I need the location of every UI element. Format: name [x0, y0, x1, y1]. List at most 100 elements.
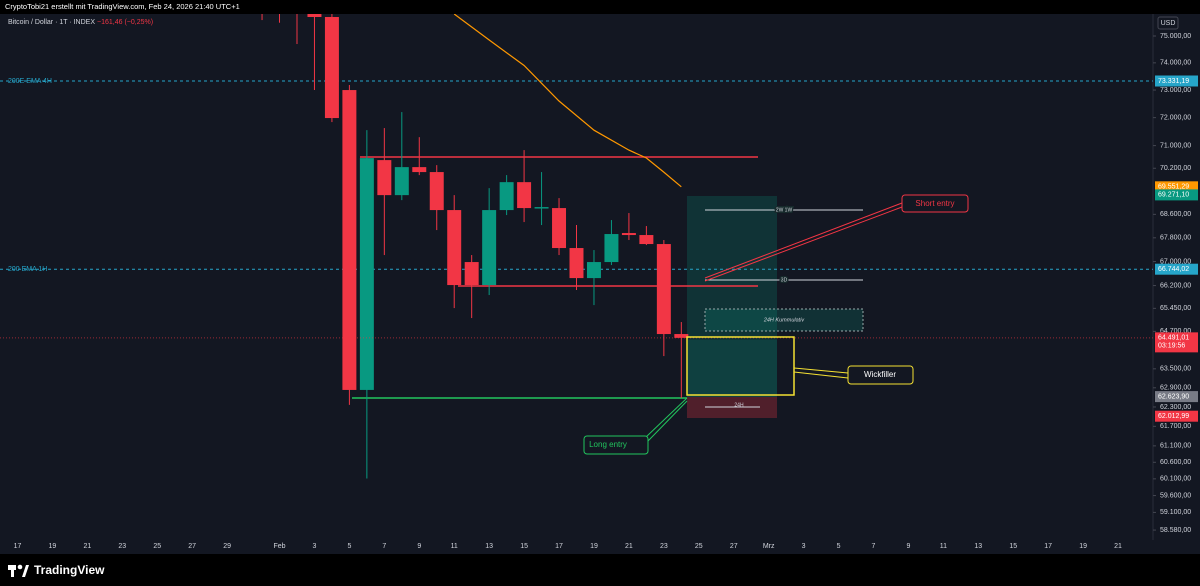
candle-body	[377, 160, 392, 196]
price-value: 69.551,29	[1158, 184, 1189, 191]
y-tick-label: 61.100,00	[1160, 443, 1191, 450]
candle-body	[324, 17, 339, 119]
candle-body	[464, 262, 479, 286]
callout-line	[704, 206, 903, 282]
hline-name: 200 EMA 1H	[8, 266, 47, 273]
kumm-box	[704, 308, 864, 332]
x-tick-label: 11	[940, 543, 947, 550]
x-tick-label: 19	[49, 543, 57, 550]
candle-body	[586, 262, 601, 279]
x-tick-label: 17	[14, 543, 22, 550]
x-tick-label: 15	[1009, 543, 1017, 550]
candle-body	[517, 182, 532, 209]
x-tick-label: 19	[590, 543, 598, 550]
x-tick-label: 11	[451, 543, 458, 550]
y-tick-label: 59.600,00	[1160, 492, 1191, 499]
price-badge	[1155, 391, 1198, 403]
y-tick-label: 64.700,00	[1160, 328, 1191, 335]
y-tick-label: 71.000,00	[1160, 142, 1191, 149]
target-zone	[687, 340, 777, 397]
y-tick-label: 65.450,00	[1160, 305, 1191, 312]
x-tick-label: 27	[730, 543, 738, 550]
x-tick-label: 3	[802, 543, 806, 550]
price-value: 64.491,01	[1158, 335, 1189, 342]
x-tick-label: 17	[555, 543, 563, 550]
hline-value: 73.331,19	[1158, 78, 1189, 85]
hline-value: 66.744,02	[1158, 266, 1189, 273]
level-label: 24H	[734, 402, 744, 408]
candle-body	[569, 248, 584, 279]
price-value: 69.271,10	[1158, 192, 1189, 199]
candle-body	[412, 167, 427, 173]
y-tick-label: 74.000,00	[1160, 60, 1191, 67]
x-tick-label: 15	[520, 543, 528, 550]
currency[interactable]: USD	[1161, 20, 1176, 27]
x-tick-label: 7	[872, 543, 876, 550]
y-tick-label: 66.200,00	[1160, 282, 1191, 289]
price-badge	[1155, 181, 1198, 193]
wick-box	[686, 336, 795, 396]
callout-box	[901, 194, 969, 213]
price-badge	[1155, 410, 1198, 422]
candle-body	[359, 158, 374, 390]
candle-body	[447, 210, 462, 286]
candle-body	[621, 233, 636, 236]
x-tick-label: 21	[625, 543, 633, 550]
level-label: 3D	[781, 277, 788, 283]
logo-part	[17, 564, 23, 570]
x-tick-label: 13	[485, 543, 493, 550]
candle-body	[482, 210, 497, 286]
candle-body	[307, 14, 322, 18]
level-label: 2W 1W	[776, 207, 793, 213]
hline-badge	[1155, 263, 1198, 275]
x-tick-label: 3	[313, 543, 317, 550]
plot	[0, 14, 1153, 479]
x-tick-label: 9	[417, 543, 421, 550]
x-tick-label: 25	[695, 543, 703, 550]
brand-logo[interactable]: TradingView	[8, 563, 105, 577]
y-tick-label: 60.100,00	[1160, 476, 1191, 483]
price-badge	[1155, 189, 1198, 201]
x-tick-label: 23	[118, 543, 126, 550]
y-tick-label: 60.600,00	[1160, 459, 1191, 466]
callout-line	[704, 202, 903, 279]
callout-line	[645, 397, 688, 438]
chart-bg	[0, 14, 1200, 554]
x-tick-label: 17	[1044, 543, 1052, 550]
wickfiller: Wickfiller	[864, 370, 896, 379]
hline-badge	[1155, 75, 1198, 87]
x-tick-label: 9	[906, 543, 910, 550]
kumm-label: 24H Kummulativ	[763, 317, 806, 323]
x-tick-label: 13	[974, 543, 982, 550]
y-tick-label: 62.300,00	[1160, 404, 1191, 411]
hline-name: 200E EMA 4H	[8, 78, 52, 85]
x-tick-label: 19	[1079, 543, 1087, 550]
candle-body	[639, 235, 654, 245]
candle-body	[604, 234, 619, 263]
y-tick-label: 63.500,00	[1160, 366, 1191, 373]
y-tick-label: 68.600,00	[1160, 211, 1191, 218]
price-badge	[1155, 332, 1198, 353]
drawings: 2W 1W 3D 24H Kummulativ 24H Short entry …	[583, 194, 969, 455]
currency-box[interactable]	[1157, 16, 1179, 30]
x-tick-label: 29	[223, 543, 231, 550]
y-tick-label: 75.000,00	[1160, 33, 1191, 40]
change: −161,46 (−0,25%)	[97, 19, 153, 26]
callout-box	[847, 365, 914, 385]
long-entry: Long entry	[589, 440, 627, 449]
y-tick-label: 67.000,00	[1160, 258, 1191, 265]
candle-body	[429, 172, 444, 211]
logo-part	[22, 565, 29, 577]
candle-body	[534, 207, 549, 209]
y-tick-label: 73.000,00	[1160, 87, 1191, 94]
brand[interactable]: TradingView	[34, 563, 105, 577]
price-value: 62.012,99	[1158, 413, 1189, 420]
x-tick-label: 21	[1114, 543, 1122, 550]
callout-line	[793, 367, 849, 374]
logo-part	[11, 565, 14, 577]
candle-body	[342, 90, 357, 390]
callout-line	[793, 371, 849, 379]
short-entry: Short entry	[915, 199, 954, 208]
